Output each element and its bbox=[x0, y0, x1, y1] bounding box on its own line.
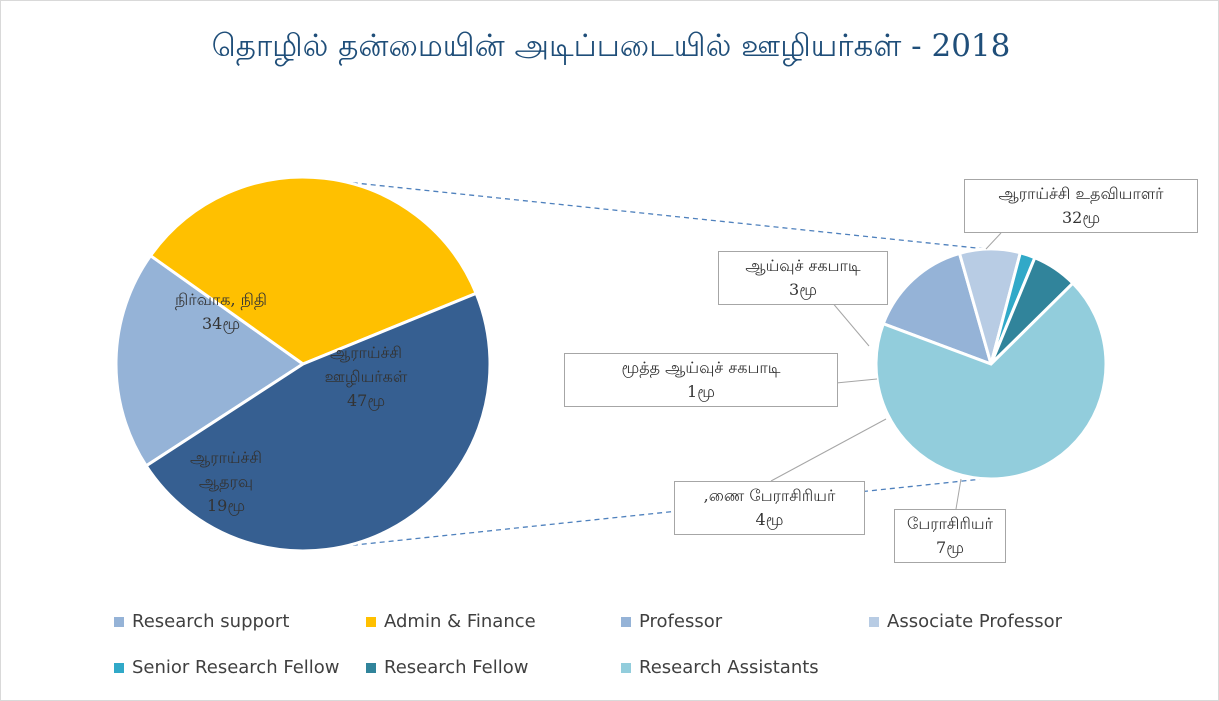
slice-label: ,ணை பேராசிரியர் bbox=[703, 486, 836, 505]
legend-label: Professor bbox=[639, 611, 723, 632]
legend-label: Admin & Finance bbox=[384, 611, 536, 632]
legend-label: Research support bbox=[132, 611, 290, 632]
connector bbox=[316, 476, 1002, 550]
value-label: 7மூ bbox=[936, 538, 964, 557]
chart-title: தொழில் தன்மையின் அடிப்படையில் ஊழியர்கள் … bbox=[211, 28, 1011, 64]
data-label: ஆராய்ச்சி உதவியாளர் 32மூ bbox=[964, 179, 1198, 233]
legend-swatch bbox=[366, 617, 376, 627]
value-label: 47மூ bbox=[346, 391, 386, 410]
leader-line bbox=[770, 418, 887, 482]
slice-label: ஆராய்ச்சி உதவியாளர் bbox=[998, 184, 1164, 203]
data-label: ஆய்வுச் சகபாடி 3மூ bbox=[718, 251, 888, 305]
slice-label: ஆராய்ச்சி ஆதரவு bbox=[190, 448, 262, 491]
legend-swatch bbox=[114, 663, 124, 673]
legend-label: Associate Professor bbox=[887, 611, 1062, 632]
slice-label: ஆய்வுச் சகபாடி bbox=[745, 256, 861, 275]
legend-item: Associate Professor bbox=[869, 611, 1062, 632]
data-label: நிர்வாக, நிதி 34மூ bbox=[141, 288, 301, 336]
slice-label: ஆராய்ச்சி ஊழியர்கள் bbox=[324, 343, 408, 386]
legend-swatch bbox=[366, 663, 376, 673]
value-label: 34மூ bbox=[201, 314, 241, 333]
value-label: 4மூ bbox=[755, 510, 784, 529]
data-label: பேராசிரியர் 7மூ bbox=[894, 509, 1006, 563]
legend-swatch bbox=[114, 617, 124, 627]
slice-label: மூத்த ஆய்வுச் சகபாடி bbox=[621, 358, 781, 377]
value-label: 3மூ bbox=[789, 280, 817, 299]
value-label: 19மூ bbox=[206, 496, 246, 515]
data-label: ஆராய்ச்சி ஊழியர்கள் 47மூ bbox=[301, 341, 431, 413]
data-label: மூத்த ஆய்வுச் சகபாடி 1மூ bbox=[564, 353, 838, 407]
leader-line bbox=[835, 378, 878, 384]
legend-swatch bbox=[869, 617, 879, 627]
slice-label: நிர்வாக, நிதி bbox=[174, 290, 268, 309]
leader-line bbox=[955, 478, 962, 510]
legend-item: Admin & Finance bbox=[366, 611, 536, 632]
legend-label: Research Assistants bbox=[639, 657, 819, 678]
legend-item: Research Fellow bbox=[366, 657, 528, 678]
legend-item: Research support bbox=[114, 611, 289, 632]
connector bbox=[316, 178, 987, 250]
slice-label: பேராசிரியர் bbox=[906, 514, 993, 533]
legend-swatch bbox=[621, 617, 631, 627]
legend-item: Research Assistants bbox=[621, 657, 819, 678]
legend-label: Research Fellow bbox=[384, 657, 529, 678]
pie-slice bbox=[874, 281, 1108, 481]
data-label: ,ணை பேராசிரியர் 4மூ bbox=[674, 481, 865, 535]
legend-label: Senior Research Fellow bbox=[132, 657, 340, 678]
legend-swatch bbox=[621, 663, 631, 673]
pie-slice bbox=[144, 291, 492, 553]
pie-slice bbox=[148, 175, 479, 366]
legend-item: Professor bbox=[621, 611, 722, 632]
pie-slice bbox=[881, 251, 994, 367]
leader-line bbox=[985, 232, 1002, 250]
value-label: 32மூ bbox=[1061, 208, 1101, 227]
pie-slice bbox=[114, 253, 306, 468]
data-label: ஆராய்ச்சி ஆதரவு 19மூ bbox=[171, 446, 281, 518]
value-label: 1மூ bbox=[687, 382, 715, 401]
legend-item: Senior Research Fellow bbox=[114, 657, 340, 678]
leader-line bbox=[830, 300, 870, 347]
